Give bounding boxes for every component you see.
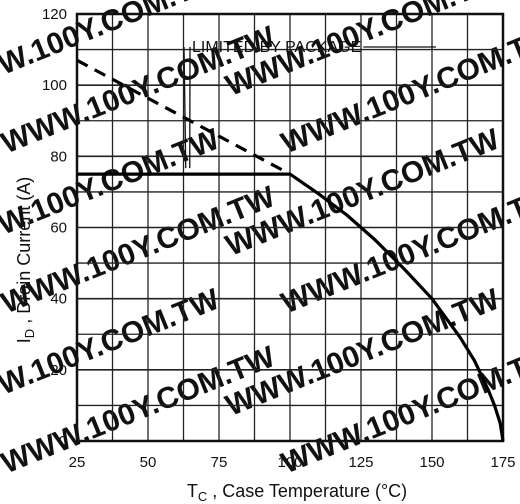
x-tick-label: 25 <box>69 454 86 471</box>
annotation-pointer <box>183 46 187 169</box>
y-axis-title-subscript: D <box>22 329 37 338</box>
y-tick-label: 100 <box>42 77 67 94</box>
y-axis-title: ID , Drain Current (A) <box>14 177 37 343</box>
y-tick-label: 80 <box>50 148 67 165</box>
y-tick-label: 60 <box>50 220 67 237</box>
y-axis-title-main: I <box>14 338 34 343</box>
plot-frame <box>75 12 505 443</box>
x-axis-title-subscript: C <box>198 489 207 504</box>
y-axis-title-rest: , Drain Current (A) <box>14 177 34 329</box>
x-tick-label: 125 <box>348 454 373 471</box>
drain-current-line-2 <box>289 172 505 442</box>
x-tick-label: 50 <box>140 454 157 471</box>
x-axis-title: TC , Case Temperature (°C) <box>187 481 407 504</box>
y-tick-label: 40 <box>50 291 67 308</box>
annotation-label: LIMITED BY PACKAGE <box>192 39 361 56</box>
series-layer <box>76 58 505 442</box>
x-tick-label: 100 <box>277 454 302 471</box>
x-axis-title-main: T <box>187 481 198 501</box>
annotation-layer: LIMITED BY PACKAGE <box>183 39 436 169</box>
y-tick-label: 20 <box>50 362 67 379</box>
x-axis-title-rest: , Case Temperature (°C) <box>207 481 407 501</box>
grid-layer <box>77 14 503 441</box>
x-tick-label: 75 <box>211 454 228 471</box>
tick-label-layer: 25 50 75 100 125 150 175 0 20 40 60 80 100 120 <box>42 6 516 471</box>
x-tick-label: 175 <box>490 454 515 471</box>
y-tick-label: 120 <box>42 6 67 23</box>
x-tick-label: 150 <box>419 454 444 471</box>
y-tick-label: 0 <box>59 433 67 450</box>
package-limit-dashed-line <box>76 58 291 176</box>
